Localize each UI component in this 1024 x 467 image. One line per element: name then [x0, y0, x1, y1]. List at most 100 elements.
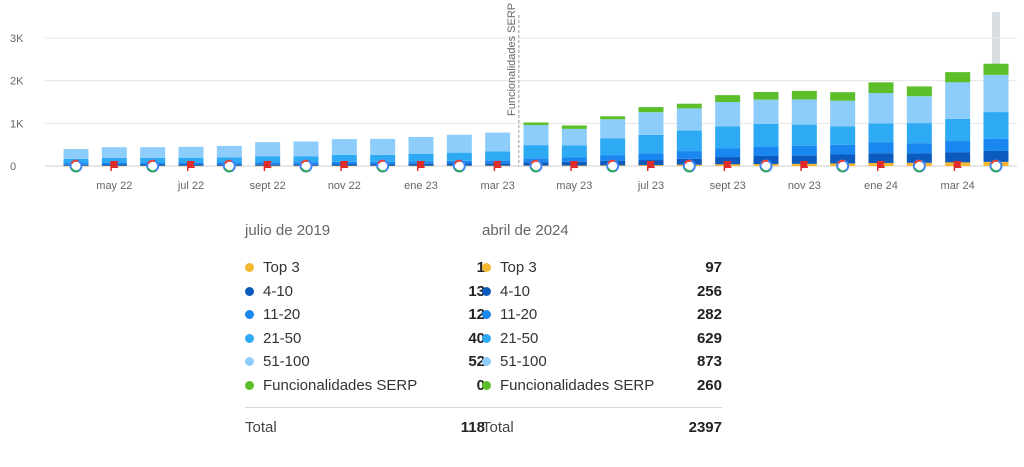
bar-segment: [561, 125, 587, 129]
bar-segment: [791, 145, 817, 156]
bar-segment: [485, 151, 511, 161]
bar-segment: [715, 148, 741, 158]
legend-color-dot: [482, 310, 491, 320]
bar-segment: [945, 118, 971, 142]
bar-segment: [561, 128, 587, 146]
legend-item[interactable]: 11-20 282: [482, 303, 722, 327]
legend-item-label: 4-10: [263, 282, 294, 300]
x-tick-label: nov 23: [788, 180, 821, 192]
google-update-icon[interactable]: [299, 159, 313, 173]
bar-segment: [868, 142, 894, 154]
google-update-icon[interactable]: [912, 159, 926, 173]
legend-panel-start: julio de 2019 Top 3 1 4-10 13 11-20 12 21-50 40…: [245, 222, 485, 442]
red-flag-icon[interactable]: [723, 161, 732, 171]
bar-segment: [983, 63, 1009, 75]
legend-item-value: 1: [476, 259, 485, 277]
google-update-icon[interactable]: [836, 159, 850, 173]
bar-segment: [945, 82, 971, 119]
legend-item-label: Funcionalidades SERP: [500, 376, 655, 394]
bar-segment: [255, 142, 281, 157]
legend-item[interactable]: 21-50 629: [482, 327, 722, 351]
bar-segment: [600, 116, 626, 120]
bar-segment: [63, 148, 89, 159]
bar-segment: [561, 145, 587, 158]
legend-item-value: 256: [696, 282, 722, 300]
google-update-icon[interactable]: [529, 159, 543, 173]
bar-segment: [676, 103, 702, 109]
bar-segment: [715, 126, 741, 149]
legend-item-value: 260: [696, 376, 722, 394]
red-flag-icon[interactable]: [187, 161, 195, 171]
bar-segment: [600, 119, 626, 139]
red-flag-icon[interactable]: [877, 161, 885, 171]
bar-segment: [446, 152, 472, 161]
bar-segment: [791, 90, 817, 100]
x-tick-label: ene 24: [864, 180, 898, 192]
bar-segment: [906, 153, 932, 163]
bar-segment: [638, 107, 664, 113]
legend-color-dot: [482, 380, 491, 390]
google-update-icon[interactable]: [222, 159, 236, 173]
bar-segment: [983, 112, 1009, 139]
red-flag-icon[interactable]: [110, 161, 119, 171]
google-update-icon[interactable]: [682, 159, 696, 173]
legend-item[interactable]: Funcionalidades SERP 0: [245, 374, 485, 398]
bar-segment: [676, 108, 702, 131]
legend-item-label: Top 3: [500, 259, 537, 277]
bar-segment: [791, 124, 817, 146]
legend-item[interactable]: Top 3 97: [482, 256, 722, 280]
google-update-icon[interactable]: [606, 159, 620, 173]
legend-item[interactable]: 11-20 12: [245, 303, 485, 327]
bar-segment: [753, 123, 779, 148]
bar-segment: [753, 91, 779, 100]
red-flag-icon[interactable]: [340, 161, 349, 171]
bar-segment: [101, 157, 127, 163]
legend-item-value: 629: [696, 329, 722, 347]
bar-segment: [715, 95, 741, 102]
google-update-icon[interactable]: [146, 159, 160, 173]
legend-item[interactable]: 4-10 256: [482, 280, 722, 304]
red-flag-icon[interactable]: [263, 161, 272, 171]
x-tick-label: ene 23: [404, 180, 438, 192]
x-tick-label: sept 22: [250, 180, 286, 192]
google-update-icon[interactable]: [376, 159, 390, 173]
legend-item[interactable]: 21-50 40: [245, 327, 485, 351]
legend-item[interactable]: 51-100 873: [482, 350, 722, 374]
x-tick-label: sept 23: [710, 180, 746, 192]
legend-color-dot: [482, 357, 491, 367]
bar-segment: [293, 156, 319, 163]
x-tick-label: jul 22: [177, 180, 204, 192]
google-update-icon[interactable]: [989, 159, 1003, 173]
legend-item[interactable]: Funcionalidades SERP 260: [482, 374, 722, 398]
red-flag-icon[interactable]: [800, 161, 809, 171]
red-flag-icon[interactable]: [417, 161, 425, 171]
annotation-label: Funcionalidades SERP: [506, 3, 518, 116]
legend-item-value: 12: [468, 306, 485, 324]
legend-item[interactable]: Top 3 1: [245, 256, 485, 280]
bar-segment: [945, 141, 971, 153]
google-update-icon[interactable]: [69, 159, 83, 173]
legend-period: abril de 2024: [482, 222, 569, 239]
legend-item-label: Funcionalidades SERP: [263, 376, 418, 394]
legend-item-label: 51-100: [263, 353, 310, 371]
google-update-icon[interactable]: [452, 159, 466, 173]
legend-item[interactable]: 4-10 13: [245, 280, 485, 304]
legend-item[interactable]: 51-100 52: [245, 350, 485, 374]
legend-item-value: 97: [705, 259, 722, 277]
legend-color-dot: [482, 263, 491, 273]
bar-segment: [408, 136, 434, 155]
red-flag-icon[interactable]: [647, 161, 655, 171]
legend-item-label: 21-50: [500, 329, 539, 347]
red-flag-icon[interactable]: [570, 161, 579, 171]
legend-item-label: 4-10: [500, 282, 531, 300]
bar-segment: [791, 155, 817, 164]
legend-total-label: Total: [482, 418, 514, 436]
google-update-icon[interactable]: [759, 159, 773, 173]
x-tick-label: nov 22: [328, 180, 361, 192]
red-flag-icon[interactable]: [493, 161, 502, 171]
legend-total-row: Total 118: [245, 412, 485, 442]
bar-segment: [868, 123, 894, 143]
red-flag-icon[interactable]: [953, 161, 962, 171]
legend-item-value: 873: [696, 353, 722, 371]
bar-segment: [868, 82, 894, 94]
